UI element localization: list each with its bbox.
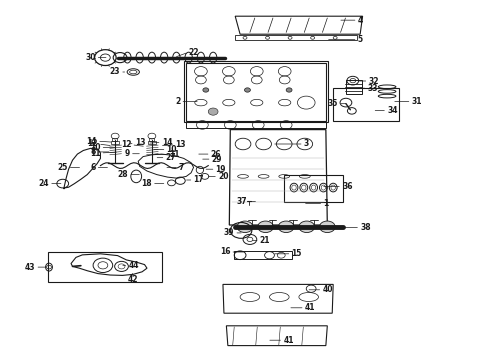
Circle shape [286,88,292,92]
Text: 33: 33 [368,84,378,93]
Text: 16: 16 [220,248,230,256]
Text: 12: 12 [88,139,98,148]
Text: 39: 39 [224,229,234,238]
Text: 29: 29 [212,154,222,163]
Text: 2: 2 [175,97,180,106]
Text: 37: 37 [237,197,247,206]
Text: 3: 3 [304,139,309,148]
Text: 36: 36 [342,182,352,191]
Text: 28: 28 [118,170,128,179]
Text: 34: 34 [387,106,397,115]
Text: 32: 32 [368,77,379,85]
Bar [284,175,343,202]
Bar [234,251,292,259]
Text: 5: 5 [358,35,363,44]
Text: 10: 10 [167,145,177,154]
Text: 13: 13 [175,140,186,149]
Bar [111,141,119,144]
Text: 8: 8 [90,148,96,156]
Circle shape [237,221,253,233]
Text: 9: 9 [124,149,130,158]
Text: 41: 41 [305,303,315,312]
Text: 25: 25 [57,163,68,172]
Text: 31: 31 [412,97,422,106]
Text: 12: 12 [121,140,131,149]
Text: 30: 30 [85,53,96,62]
Text: 17: 17 [194,175,204,184]
Bar [48,252,162,282]
Bar [184,61,328,122]
Text: 40: 40 [322,285,333,294]
Text: 22: 22 [189,48,199,57]
Circle shape [245,88,250,92]
Text: 7: 7 [179,163,184,172]
Circle shape [278,221,294,233]
Bar [346,80,362,94]
Text: 18: 18 [141,179,152,188]
Text: 11: 11 [169,150,179,159]
Bar [235,35,357,40]
Bar [149,138,154,141]
Text: 15: 15 [292,249,302,258]
Text: 6: 6 [90,163,96,172]
Text: 14: 14 [87,136,97,145]
Circle shape [203,88,209,92]
Text: 11: 11 [90,149,100,158]
Text: 38: 38 [360,223,371,232]
Bar [148,141,156,144]
Text: 10: 10 [90,143,100,152]
Circle shape [258,221,273,233]
Text: 1: 1 [323,199,329,208]
Text: 35: 35 [328,99,338,108]
Text: 26: 26 [211,150,221,158]
Text: 14: 14 [162,138,172,147]
Bar [333,88,399,121]
Circle shape [208,108,218,115]
Text: 20: 20 [218,172,228,181]
Circle shape [299,221,315,233]
Text: 27: 27 [166,153,176,162]
Text: 19: 19 [216,165,226,174]
Text: 44: 44 [128,261,139,270]
Text: 13: 13 [135,139,145,148]
Text: 41: 41 [283,336,294,345]
Text: 42: 42 [128,274,139,284]
Text: 4: 4 [358,15,363,24]
Text: 21: 21 [260,236,270,245]
Text: 23: 23 [110,68,120,77]
Circle shape [319,221,335,233]
Text: 43: 43 [25,263,35,271]
Text: 24: 24 [39,179,49,188]
Bar [112,138,117,141]
